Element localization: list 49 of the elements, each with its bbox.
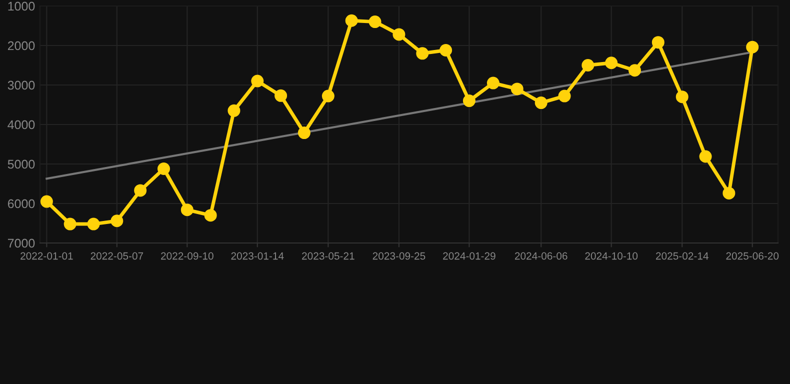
- point: [534, 96, 548, 110]
- point: [251, 74, 264, 88]
- point: [40, 195, 53, 208]
- point: [582, 59, 594, 72]
- y-tick-label: 6000: [8, 199, 35, 208]
- x-tick-label: 2023-01-14: [231, 252, 284, 260]
- x-tick-label: 2023-09-25: [372, 252, 426, 260]
- point: [298, 126, 310, 140]
- point: [746, 40, 759, 54]
- y-tick-label: 5000: [8, 160, 35, 169]
- y-tick-label: 4000: [8, 120, 35, 130]
- point: [605, 56, 618, 70]
- point: [110, 214, 124, 228]
- x-tick-label: 2024-06-06: [514, 252, 568, 260]
- point: [64, 218, 76, 230]
- y-tick-label: 1000: [8, 2, 35, 11]
- point: [416, 47, 429, 60]
- point: [462, 94, 476, 108]
- point: [204, 209, 217, 222]
- x-tick-label: 2022-09-10: [161, 252, 214, 260]
- x-tick-label: 2024-01-29: [443, 252, 496, 260]
- x-tick-label: 2024-10-10: [585, 252, 638, 260]
- point: [722, 186, 736, 200]
- point: [676, 90, 688, 104]
- y-tick-label: 7000: [8, 238, 35, 248]
- x-tick-label: 2025-02-14: [656, 252, 708, 260]
- y-tick-label: 2000: [8, 41, 35, 50]
- x-tick-label: 2023-05-21: [302, 252, 354, 260]
- x-tick-label: 2025-06-20: [726, 252, 779, 260]
- point: [558, 90, 571, 102]
- point: [652, 36, 664, 49]
- point: [486, 76, 500, 90]
- point: [157, 162, 170, 175]
- point: [322, 90, 334, 102]
- point: [440, 44, 452, 56]
- point: [228, 104, 240, 117]
- point: [180, 204, 194, 216]
- point: [87, 218, 100, 230]
- point: [134, 184, 147, 197]
- x-tick-label: 2022-05-07: [90, 252, 144, 260]
- point: [628, 64, 641, 77]
- point: [510, 82, 524, 96]
- point: [392, 28, 406, 41]
- point: [699, 150, 712, 163]
- point: [368, 16, 382, 28]
- point: [274, 89, 288, 102]
- point: [345, 14, 358, 27]
- x-tick-label: 2022-01-01: [20, 252, 73, 260]
- y-tick-label: 3000: [8, 80, 35, 90]
